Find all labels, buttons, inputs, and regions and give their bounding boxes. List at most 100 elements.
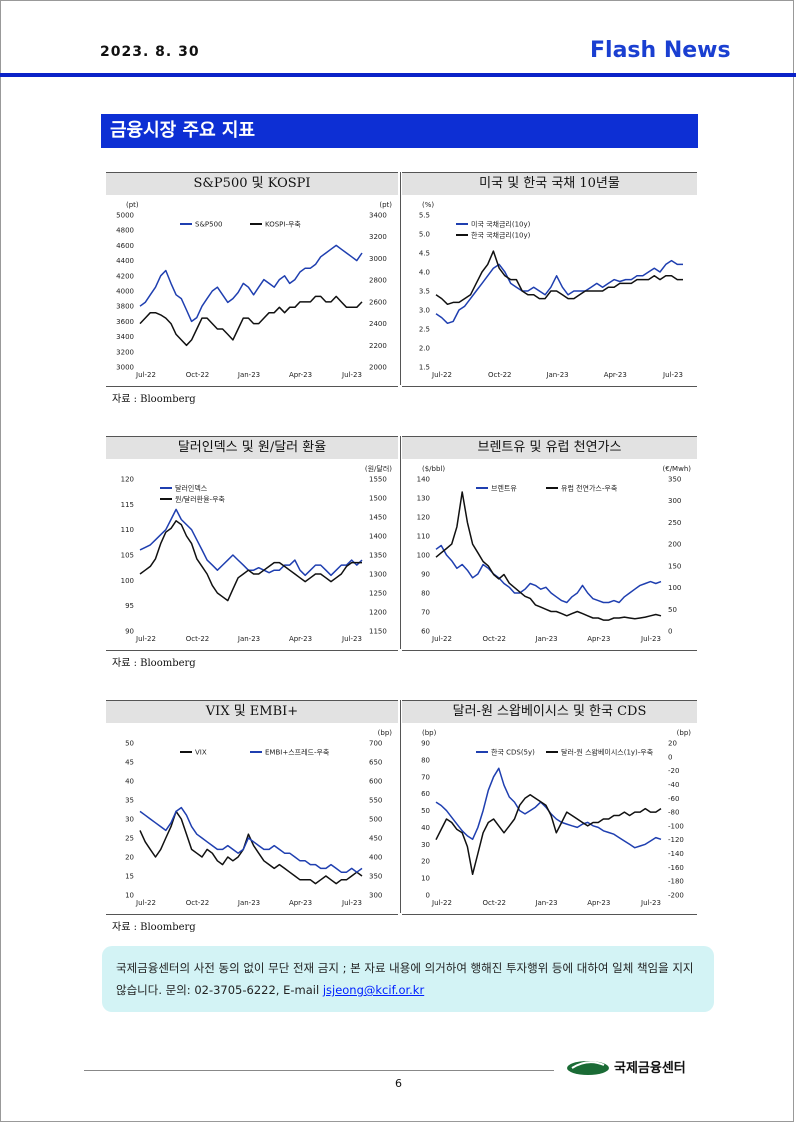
y2-tick-label: 100 bbox=[668, 584, 681, 592]
x-tick-label: Jul-22 bbox=[135, 635, 156, 643]
series-line-1 bbox=[139, 295, 363, 347]
y-tick-label: 120 bbox=[417, 514, 430, 522]
chart-title: VIX 및 EMBI+ bbox=[106, 701, 398, 723]
series-line-0 bbox=[139, 244, 363, 323]
y2-tick-label: 150 bbox=[668, 562, 681, 570]
source-note: 자료 : Bloomberg bbox=[112, 658, 196, 669]
y-tick-label: 3.0 bbox=[419, 307, 430, 315]
y2-tick-label: 400 bbox=[369, 854, 382, 862]
y-tick-label: 4.5 bbox=[419, 250, 430, 258]
x-tick-label: Oct-22 bbox=[482, 899, 506, 907]
y2-tick-label: 3000 bbox=[369, 255, 387, 263]
report-date: 2023. 8. 30 bbox=[100, 44, 200, 60]
left-unit-label: (%) bbox=[422, 201, 434, 209]
y2-tick-label: 3200 bbox=[369, 233, 387, 241]
y-tick-label: 15 bbox=[125, 873, 134, 881]
x-tick-label: Jul-22 bbox=[135, 899, 156, 907]
y-tick-label: 80 bbox=[421, 590, 430, 598]
y2-tick-label: 700 bbox=[369, 740, 382, 748]
y2-tick-label: 2200 bbox=[369, 342, 387, 350]
contact-email-link[interactable]: jsjeong@kcif.or.kr bbox=[322, 983, 425, 997]
y-tick-label: 60 bbox=[421, 790, 430, 798]
y-tick-label: 5.0 bbox=[419, 231, 430, 239]
series-line-0 bbox=[435, 544, 662, 604]
y-tick-label: 50 bbox=[125, 740, 134, 748]
kcif-logo-text: 국제금융센터 bbox=[614, 1060, 686, 1076]
disclaimer-box: 국제금융센터의 사전 동의 없이 무단 전재 금지 ; 본 자료 내용에 의거하… bbox=[102, 946, 714, 1012]
y-tick-label: 20 bbox=[421, 858, 430, 866]
y2-tick-label: -100 bbox=[668, 822, 684, 830]
chart-panel-2: 달러인덱스 및 원/달러 환율 (원/달러) 120 115 110 105 100 95 9… bbox=[106, 436, 398, 651]
legend-label: VIX bbox=[195, 749, 207, 757]
legend-label: 유럽 천연가스-우축 bbox=[561, 484, 618, 493]
y-tick-label: 1.5 bbox=[419, 364, 430, 372]
x-tick-label: Apr-23 bbox=[587, 635, 610, 643]
panel-divider bbox=[400, 700, 401, 913]
y-tick-label: 0 bbox=[426, 892, 430, 900]
x-tick-label: Jan-23 bbox=[534, 635, 557, 643]
x-tick-label: Jul-22 bbox=[431, 635, 452, 643]
y-tick-label: 2.5 bbox=[419, 326, 430, 334]
y-tick-label: 115 bbox=[121, 501, 134, 509]
y2-tick-label: -60 bbox=[668, 795, 679, 803]
legend-label: EMBI+스프레드-우축 bbox=[265, 748, 330, 757]
panel-divider bbox=[400, 172, 401, 385]
right-unit-label: (원/달러) bbox=[365, 464, 392, 473]
y-tick-label: 3600 bbox=[116, 318, 134, 326]
y-tick-label: 100 bbox=[417, 552, 430, 560]
x-tick-label: Oct-22 bbox=[186, 371, 210, 379]
section-title: 금융시장 주요 지표 bbox=[101, 114, 698, 148]
source-note: 자료 : Bloomberg bbox=[112, 922, 196, 933]
legend-label: 원/달러환율-우축 bbox=[175, 495, 226, 504]
y-tick-label: 90 bbox=[421, 571, 430, 579]
y-tick-label: 25 bbox=[125, 835, 134, 843]
x-tick-label: Apr-23 bbox=[604, 371, 627, 379]
y-tick-label: 130 bbox=[417, 495, 430, 503]
x-tick-label: Apr-23 bbox=[587, 899, 610, 907]
y-tick-label: 4200 bbox=[116, 272, 134, 280]
series-line-1 bbox=[139, 520, 362, 602]
y-tick-label: 70 bbox=[421, 773, 430, 781]
y2-tick-label: 1450 bbox=[369, 514, 387, 522]
y2-tick-label: 1200 bbox=[369, 609, 387, 617]
x-tick-label: Jul-23 bbox=[341, 635, 362, 643]
y-tick-label: 110 bbox=[417, 533, 430, 541]
right-unit-label: (bp) bbox=[677, 729, 692, 737]
y-tick-label: 4.0 bbox=[419, 269, 430, 277]
series-line-0 bbox=[435, 767, 662, 849]
y2-tick-label: 2400 bbox=[369, 320, 387, 328]
y-tick-label: 20 bbox=[125, 854, 134, 862]
y2-tick-label: 250 bbox=[668, 519, 681, 527]
chart-title: 브렌트유 및 유럽 천연가스 bbox=[402, 437, 697, 459]
legend-label: 브렌트유 bbox=[491, 484, 517, 493]
y2-tick-label: 50 bbox=[668, 606, 677, 614]
y-tick-label: 10 bbox=[421, 875, 430, 883]
chart-title: 달러-원 스왑베이시스 및 한국 CDS bbox=[402, 701, 697, 723]
chart-panel-0: S&P500 및 KOSPI (pt) (pt) 5000 4800 4600 4400 4… bbox=[106, 172, 398, 387]
x-tick-label: Jan-23 bbox=[237, 899, 260, 907]
y2-tick-label: 2000 bbox=[369, 364, 387, 372]
y-tick-label: 90 bbox=[125, 628, 134, 636]
y2-tick-label: 0 bbox=[668, 753, 672, 761]
x-tick-label: Oct-22 bbox=[186, 899, 210, 907]
kcif-logo-icon bbox=[567, 1061, 609, 1075]
y-tick-label: 80 bbox=[421, 756, 430, 764]
legend-label: 한국 국채금리(10y) bbox=[471, 231, 531, 240]
x-tick-label: Jul-23 bbox=[341, 899, 362, 907]
y-tick-label: 3000 bbox=[116, 364, 134, 372]
y2-tick-label: -120 bbox=[668, 836, 684, 844]
y-tick-label: 70 bbox=[421, 609, 430, 617]
source-note: 자료 : Bloomberg bbox=[112, 394, 196, 405]
y2-tick-label: -80 bbox=[668, 809, 679, 817]
y-tick-label: 50 bbox=[421, 807, 430, 815]
chart-title: S&P500 및 KOSPI bbox=[106, 173, 398, 195]
legend-label: 미국 국채금리(10y) bbox=[471, 220, 531, 229]
right-unit-label: (€/Mwh) bbox=[663, 465, 692, 473]
page-number: 6 bbox=[395, 1077, 402, 1090]
x-tick-label: Oct-22 bbox=[186, 635, 210, 643]
chart-swap-cds: (bp) (bp) 90 80 70 60 50 40 30 20 10 0 20 0 -20 -40 -60 -… bbox=[421, 729, 692, 907]
y2-tick-label: 550 bbox=[369, 797, 382, 805]
y-tick-label: 30 bbox=[421, 841, 430, 849]
series-line-0 bbox=[435, 259, 683, 325]
